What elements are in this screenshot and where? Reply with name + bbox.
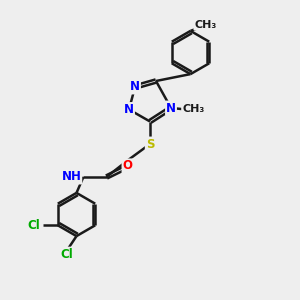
Text: S: S — [146, 137, 154, 151]
Text: NH: NH — [61, 170, 81, 184]
Text: Cl: Cl — [27, 219, 40, 232]
Text: N: N — [130, 80, 140, 94]
Text: N: N — [166, 101, 176, 115]
Text: Cl: Cl — [60, 248, 73, 261]
Text: CH₃: CH₃ — [194, 20, 217, 30]
Text: N: N — [124, 103, 134, 116]
Text: CH₃: CH₃ — [182, 104, 204, 115]
Text: O: O — [122, 159, 133, 172]
